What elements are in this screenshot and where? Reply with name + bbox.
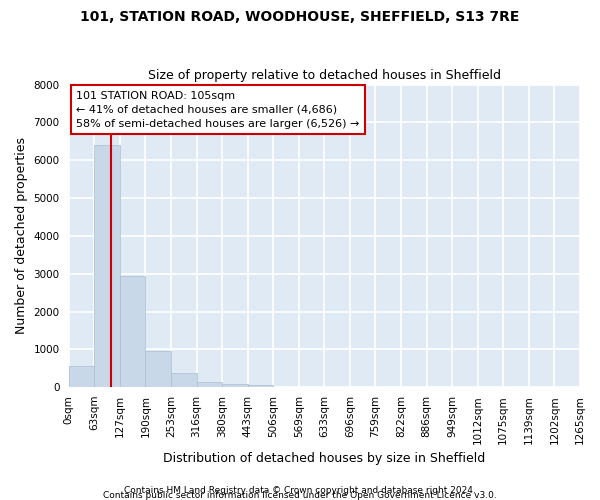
Bar: [120, 276, 145, 388]
Text: Contains public sector information licensed under the Open Government Licence v3: Contains public sector information licen…: [103, 491, 497, 500]
Bar: [197, 382, 222, 388]
Bar: [69, 366, 94, 388]
X-axis label: Distribution of detached houses by size in Sheffield: Distribution of detached houses by size …: [163, 452, 485, 465]
Text: Contains HM Land Registry data © Crown copyright and database right 2024.: Contains HM Land Registry data © Crown c…: [124, 486, 476, 495]
Text: 101, STATION ROAD, WOODHOUSE, SHEFFIELD, S13 7RE: 101, STATION ROAD, WOODHOUSE, SHEFFIELD,…: [80, 10, 520, 24]
Title: Size of property relative to detached houses in Sheffield: Size of property relative to detached ho…: [148, 69, 501, 82]
Text: 101 STATION ROAD: 105sqm
← 41% of detached houses are smaller (4,686)
58% of sem: 101 STATION ROAD: 105sqm ← 41% of detach…: [76, 90, 360, 128]
Bar: [171, 374, 197, 388]
Bar: [248, 385, 273, 388]
Y-axis label: Number of detached properties: Number of detached properties: [15, 138, 28, 334]
Bar: [145, 351, 171, 388]
Bar: [94, 145, 120, 388]
Bar: [222, 384, 248, 388]
